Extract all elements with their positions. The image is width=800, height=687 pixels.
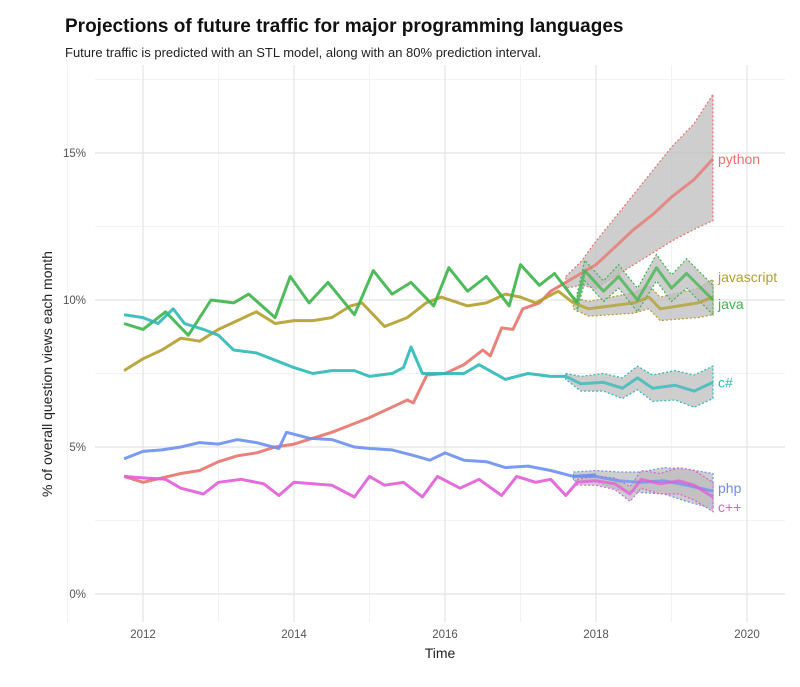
- y-axis-label: % of overall question views each month: [39, 251, 55, 497]
- series-label-c++: c++: [718, 499, 741, 515]
- prediction-band-python: [565, 92, 714, 289]
- forecast-line-javascript: [572, 295, 714, 311]
- forecast-line-java: [575, 266, 715, 304]
- series-label-java: java: [717, 296, 744, 312]
- x-tick-label: 2020: [734, 629, 760, 641]
- series-line-python: [123, 281, 567, 484]
- x-axis-label: Time: [425, 645, 456, 661]
- forecast-line-c++: [576, 477, 714, 499]
- series-line-java: [123, 263, 579, 337]
- forecast-line-php: [573, 474, 714, 493]
- x-tick-label: 2014: [281, 629, 307, 641]
- chart-subtitle: Future traffic is predicted with an STL …: [65, 45, 542, 60]
- series-lines: [123, 157, 715, 499]
- chart-title: Projections of future traffic for major …: [65, 16, 624, 37]
- y-tick-label: 0%: [69, 589, 86, 601]
- series-line-c#: [123, 307, 566, 381]
- axis-ticks: 2012 2014 2016 2018 2020 0% 5% 10% 15%: [63, 148, 760, 641]
- forecast-line-c#: [565, 375, 714, 393]
- x-tick-label: 2016: [432, 629, 458, 641]
- series-line-php: [123, 430, 597, 478]
- series-labels: python javascript java c# php c++: [717, 151, 777, 515]
- x-tick-label: 2018: [583, 629, 609, 641]
- series-label-javascript: javascript: [717, 269, 777, 285]
- x-tick-label: 2012: [130, 629, 156, 641]
- y-tick-label: 10%: [63, 295, 86, 307]
- series-line-c++: [123, 474, 579, 499]
- series-label-c#: c#: [718, 374, 733, 390]
- series-label-python: python: [718, 151, 760, 167]
- series-label-php: php: [718, 480, 742, 496]
- prediction-band-c#: [565, 365, 714, 408]
- y-tick-label: 15%: [63, 148, 86, 160]
- series-line-javascript: [123, 289, 575, 372]
- y-tick-label: 5%: [69, 442, 86, 454]
